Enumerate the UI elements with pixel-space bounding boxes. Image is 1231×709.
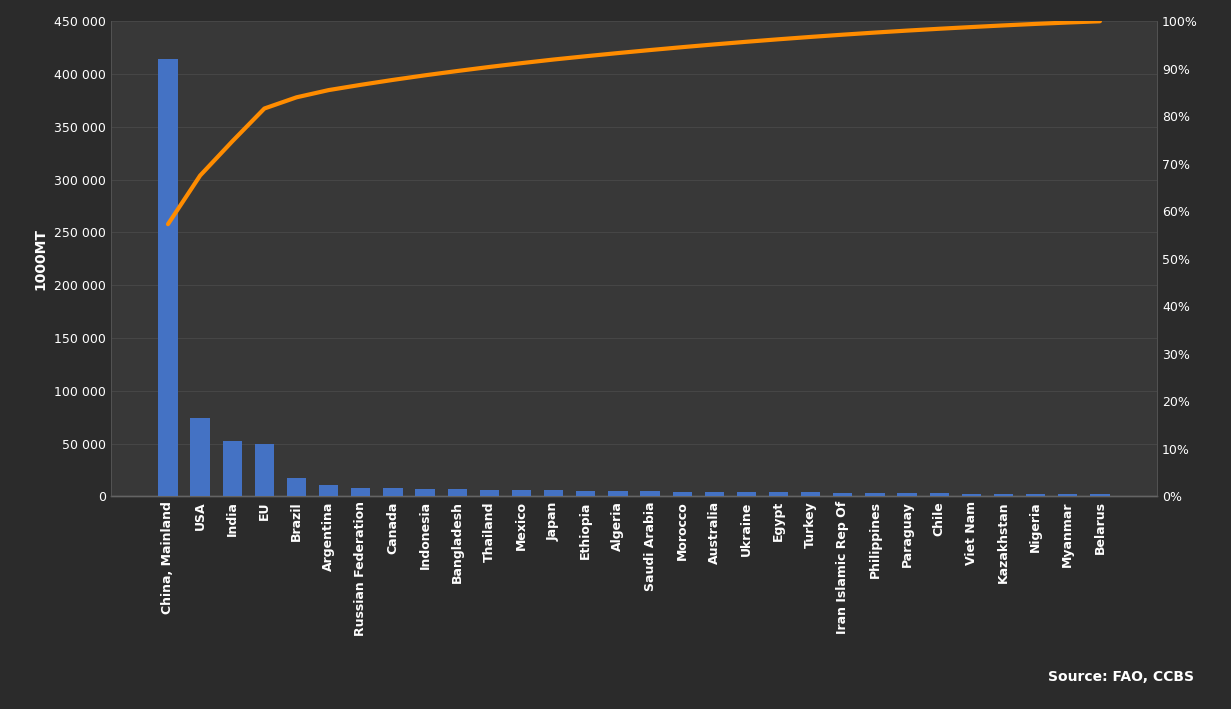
Bar <box>833 493 853 496</box>
Bar <box>608 491 628 496</box>
Bar <box>704 492 724 496</box>
Bar <box>897 493 917 496</box>
Bar <box>961 493 981 496</box>
Bar <box>672 491 692 496</box>
Bar <box>415 489 435 496</box>
Bar <box>383 489 403 496</box>
Bar <box>255 444 275 496</box>
Bar <box>737 492 756 496</box>
Bar <box>929 493 949 496</box>
Bar <box>1025 494 1045 496</box>
Y-axis label: 1000MT: 1000MT <box>33 228 47 290</box>
Bar <box>865 493 885 496</box>
Bar <box>993 493 1013 496</box>
Bar <box>801 493 820 496</box>
Bar <box>576 491 596 496</box>
Bar <box>223 442 243 496</box>
Bar <box>480 490 499 496</box>
Bar <box>191 418 209 496</box>
Bar <box>769 492 788 496</box>
Bar <box>448 489 467 496</box>
Bar <box>1091 494 1109 496</box>
Bar <box>319 485 339 496</box>
Bar <box>544 491 564 496</box>
Text: Source: FAO, CCBS: Source: FAO, CCBS <box>1048 669 1194 683</box>
Bar <box>1059 494 1077 496</box>
Bar <box>287 479 307 496</box>
Bar <box>351 488 371 496</box>
Bar <box>512 490 531 496</box>
Bar <box>640 491 660 496</box>
Bar <box>159 60 177 496</box>
